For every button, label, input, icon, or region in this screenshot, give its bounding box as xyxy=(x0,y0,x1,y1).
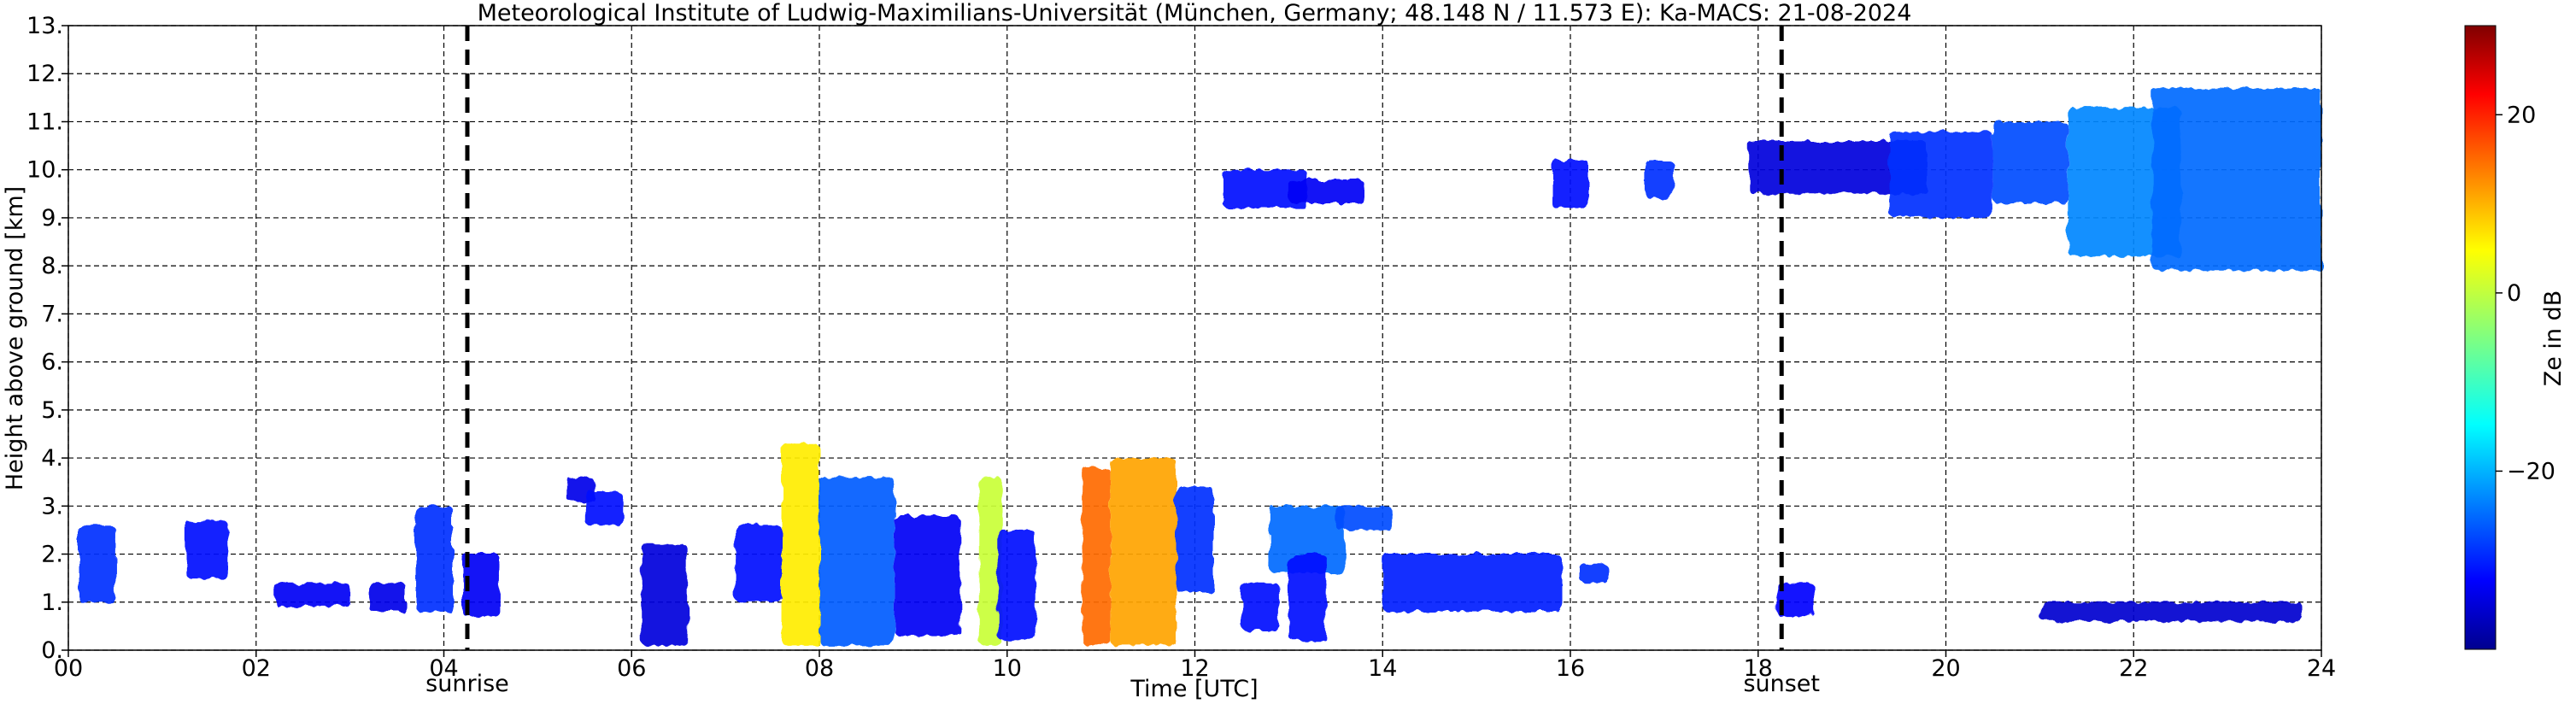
x-tick-label: 22 xyxy=(2119,655,2148,682)
echo-region xyxy=(641,544,689,646)
marker-label: sunset xyxy=(1743,671,1820,697)
echo-region xyxy=(368,583,407,613)
x-tick-label: 04 xyxy=(429,655,458,682)
echo-region xyxy=(819,477,895,646)
echo-region xyxy=(2152,88,2321,271)
marker-label: sunrise xyxy=(425,671,509,697)
echo-region xyxy=(1288,554,1327,641)
echo-region xyxy=(735,525,783,602)
x-tick-label: 08 xyxy=(805,655,834,682)
x-tick-label: 20 xyxy=(1931,655,1960,682)
chart-title: Meteorological Institute of Ludwig-Maxim… xyxy=(478,0,1912,26)
echo-region xyxy=(1748,140,1928,194)
x-axis-ticks: 00 02 04 06 08 10 12 14 16 18 20 22 24 sunrise sunset xyxy=(54,650,2336,697)
y-tick-label: 13. xyxy=(26,13,63,39)
y-tick-label: 3. xyxy=(41,493,63,519)
y-axis-ticks: 0. 1. 2. 3. 4. 5. 6. 7. 8. 9. 10. 11. 12. 13. xyxy=(26,13,68,664)
echo-region xyxy=(1241,583,1280,631)
echo-region xyxy=(1082,467,1111,646)
echo-region xyxy=(1579,563,1608,584)
echo-region xyxy=(978,477,1003,646)
x-tick-label: 00 xyxy=(54,655,83,682)
echo-region xyxy=(1110,458,1177,646)
echo-region xyxy=(1223,169,1308,208)
y-tick-label: 9. xyxy=(41,205,63,232)
echo-region xyxy=(782,443,819,646)
echo-region xyxy=(1382,554,1562,613)
colorbar-tick-label: −20 xyxy=(2507,458,2555,484)
y-tick-label: 4. xyxy=(41,445,63,472)
echo-region xyxy=(185,520,228,578)
x-tick-label: 24 xyxy=(2307,655,2336,682)
colorbar-ticks: 20 0 −20 xyxy=(2496,102,2555,484)
echo-region xyxy=(274,583,350,607)
echo-region xyxy=(462,554,501,617)
y-tick-label: 2. xyxy=(41,542,63,568)
x-tick-label: 12 xyxy=(1180,655,1209,682)
y-tick-label: 1. xyxy=(41,590,63,616)
x-tick-label: 02 xyxy=(242,655,271,682)
echo-region xyxy=(584,491,623,525)
x-tick-label: 10 xyxy=(993,655,1022,682)
y-axis-label: Height above ground [km] xyxy=(2,186,28,490)
y-tick-label: 0. xyxy=(41,637,63,664)
echo-regions xyxy=(77,88,2321,646)
colorbar-tick-label: 0 xyxy=(2507,280,2521,307)
echo-region xyxy=(1176,486,1214,593)
echo-region xyxy=(1776,583,1815,617)
x-tick-label: 16 xyxy=(1556,655,1585,682)
echo-region xyxy=(1552,160,1589,208)
echo-region xyxy=(1270,506,1346,574)
y-tick-label: 8. xyxy=(41,253,63,279)
y-tick-label: 11. xyxy=(26,109,63,135)
colorbar-tick-label: 20 xyxy=(2507,102,2536,128)
echo-region xyxy=(894,515,960,637)
echo-region xyxy=(1889,131,1993,218)
colorbar-label: Ze in dB xyxy=(2540,290,2567,387)
echo-region xyxy=(2039,601,2303,622)
day-markers xyxy=(465,26,1784,650)
colorbar xyxy=(2464,25,2497,650)
y-tick-label: 7. xyxy=(41,301,63,327)
echo-region xyxy=(997,530,1036,641)
x-axis-label: Time [UTC] xyxy=(1130,676,1258,702)
echo-region xyxy=(1645,160,1674,199)
y-tick-label: 10. xyxy=(26,157,63,184)
echo-region xyxy=(1335,506,1393,531)
echo-region xyxy=(1288,179,1364,204)
y-tick-label: 6. xyxy=(41,349,63,376)
x-tick-label: 18 xyxy=(1744,655,1773,682)
echo-region xyxy=(415,506,454,613)
y-tick-label: 12. xyxy=(26,61,63,87)
echo-region xyxy=(77,525,115,602)
x-tick-label: 06 xyxy=(617,655,646,682)
echo-region xyxy=(1992,121,2068,204)
y-tick-label: 5. xyxy=(41,397,63,424)
x-tick-label: 14 xyxy=(1368,655,1397,682)
